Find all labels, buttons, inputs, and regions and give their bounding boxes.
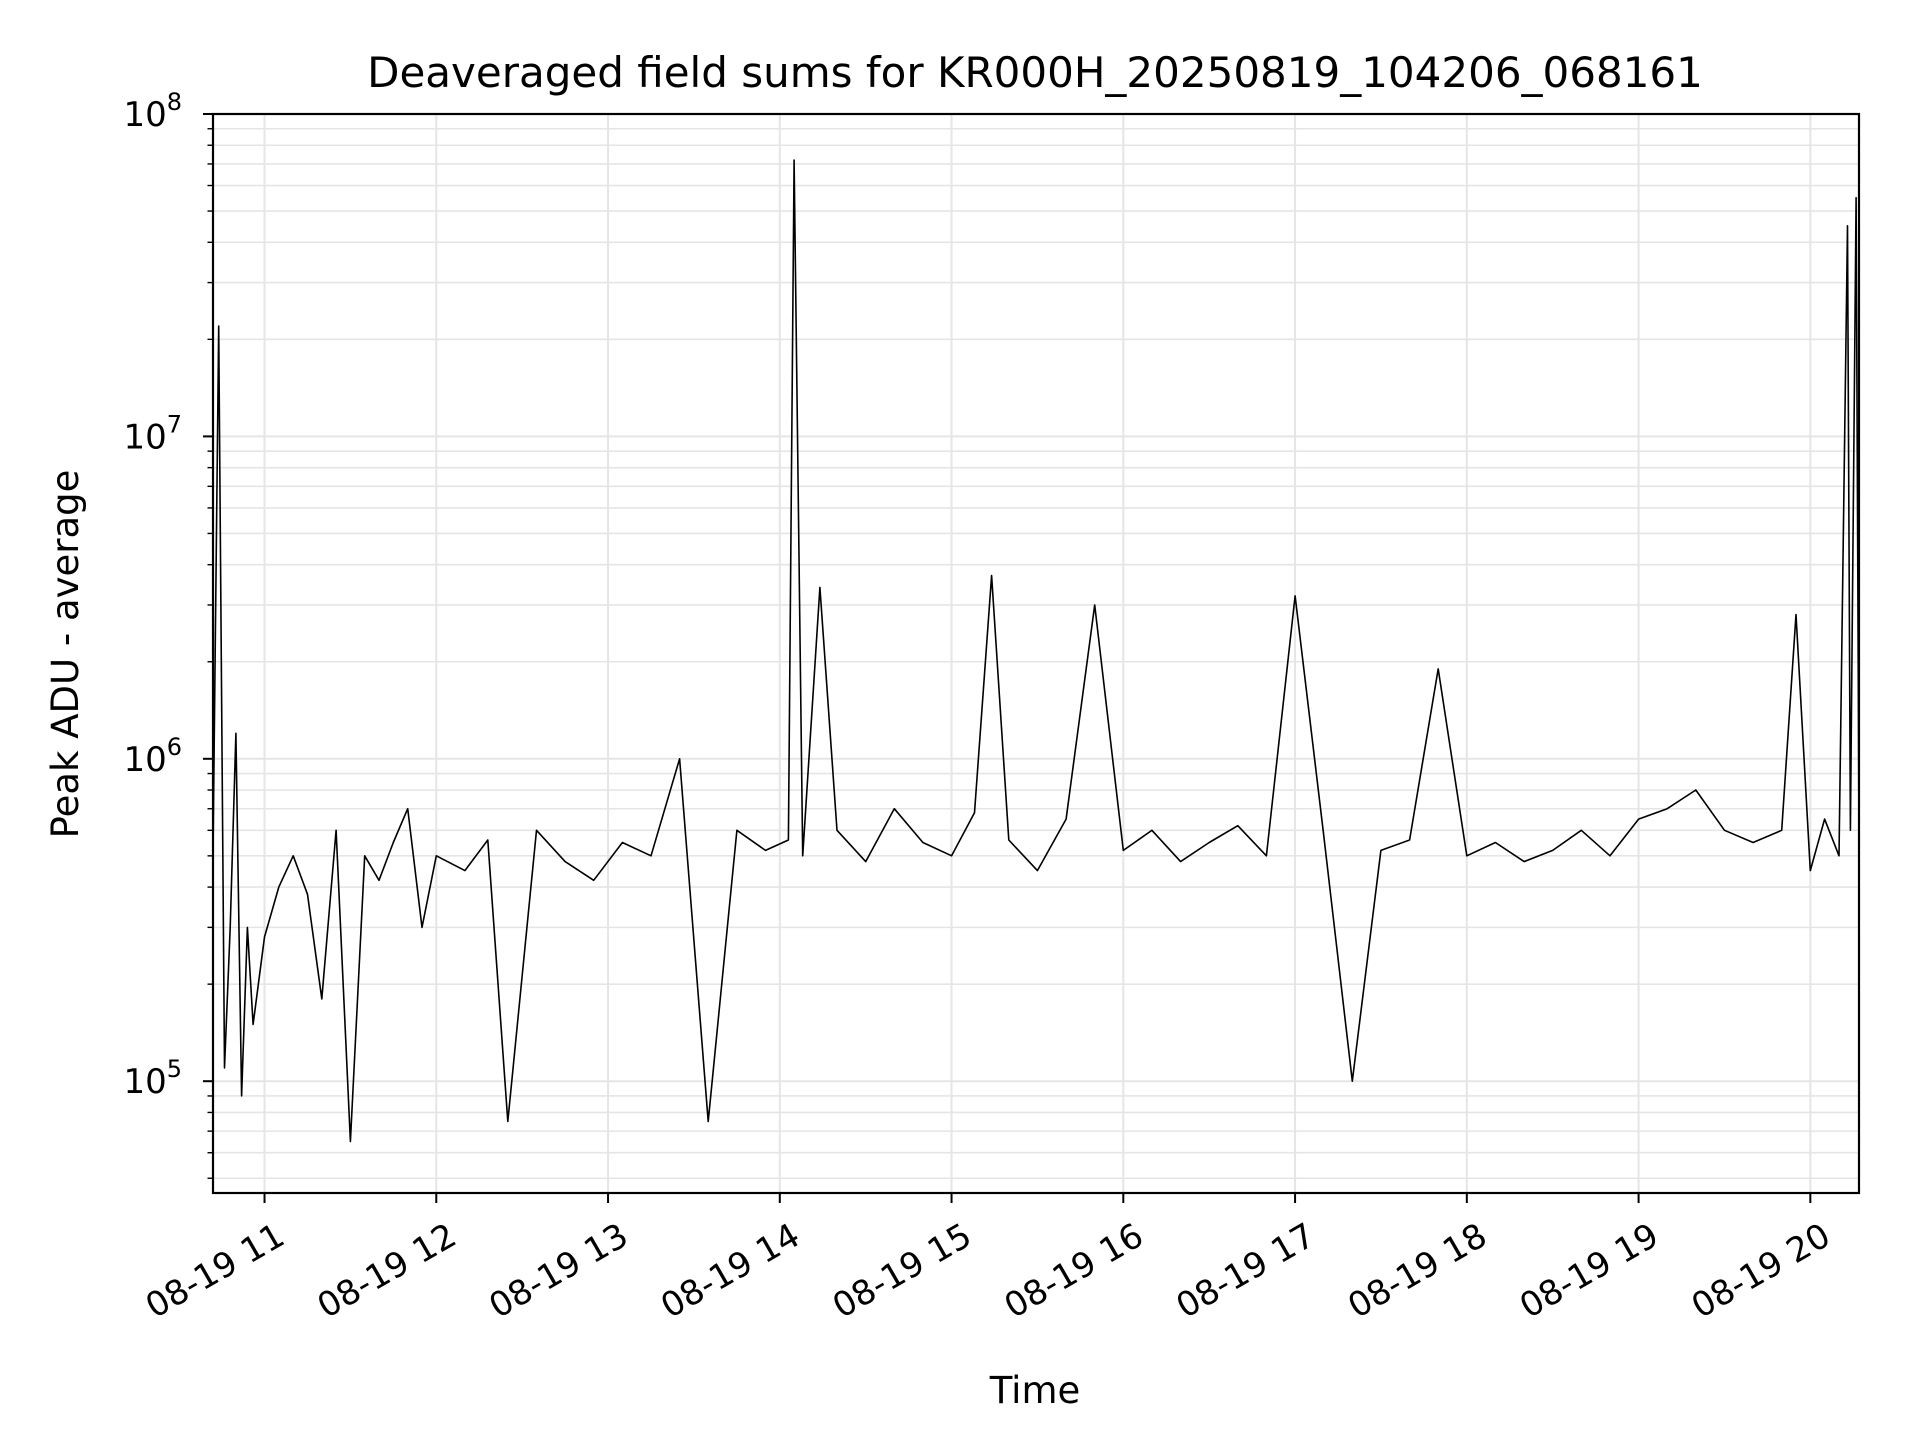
- axis-ticks: [203, 113, 1812, 1203]
- series-line: [212, 159, 1860, 1143]
- y-tick-label: 107: [123, 410, 182, 457]
- y-tick-labels: 105 106 107 108: [123, 88, 182, 1102]
- series-layer: [212, 159, 1860, 1143]
- x-axis-label: Time: [989, 1369, 1081, 1412]
- y-tick-label: 108: [123, 88, 182, 135]
- grid-lines: [213, 113, 1859, 1193]
- chart-title: Deaveraged field sums for KR000H_2025081…: [367, 48, 1703, 97]
- y-axis-label: Peak ADU - average: [44, 470, 87, 839]
- plot-area-frame: [211, 112, 1861, 1195]
- y-tick-label: 105: [123, 1055, 182, 1102]
- y-tick-label: 106: [123, 733, 182, 780]
